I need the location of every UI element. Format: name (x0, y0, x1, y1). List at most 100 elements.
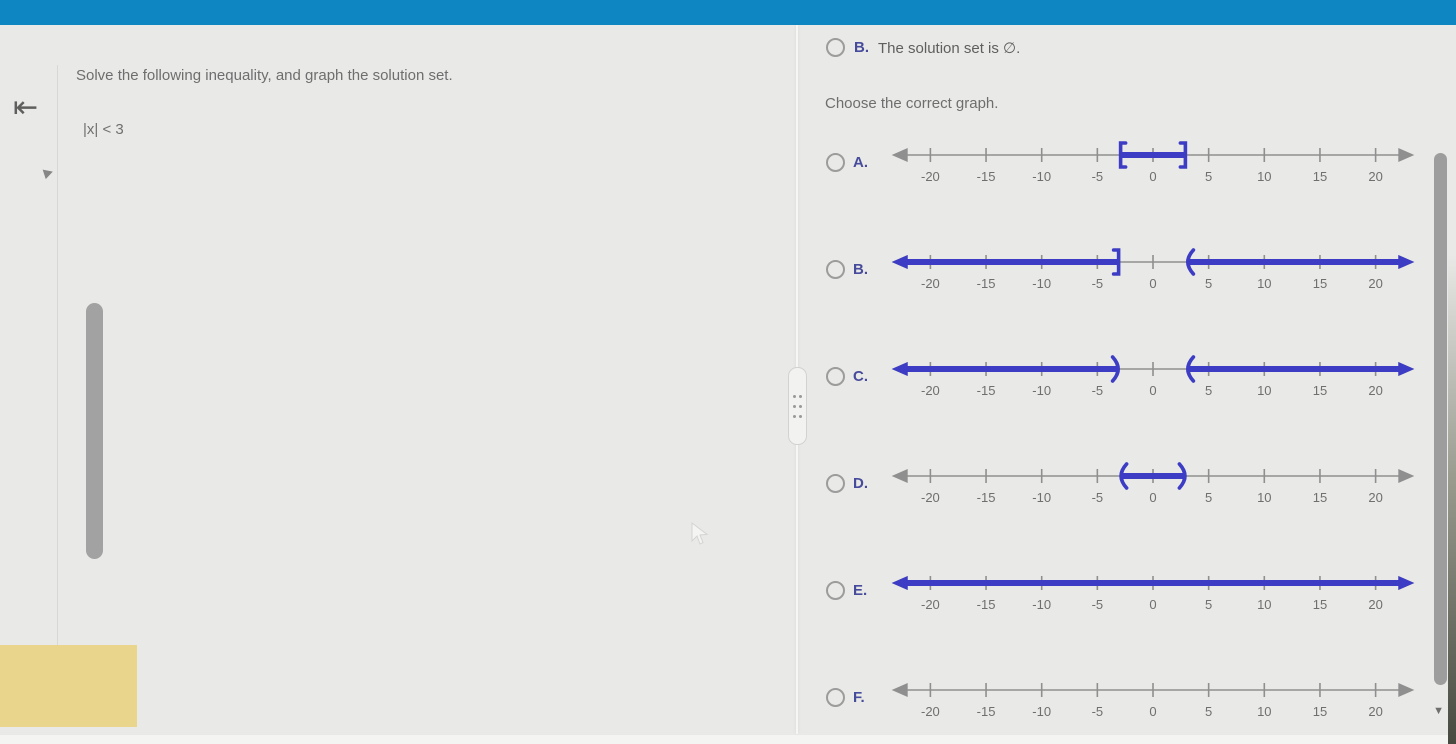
svg-text:-20: -20 (921, 597, 940, 612)
svg-text:-15: -15 (977, 597, 996, 612)
option-letter: B. (853, 260, 868, 278)
radio-button[interactable] (826, 473, 845, 493)
svg-text:-5: -5 (1092, 704, 1104, 719)
choose-graph-prompt: Choose the correct graph. (825, 95, 999, 112)
svg-text:0: 0 (1149, 383, 1156, 398)
radio-button[interactable] (826, 259, 845, 279)
number-line-graph: -20 -15 -10 -5 0 5 10 15 20 (891, 462, 1415, 505)
svg-text:10: 10 (1257, 383, 1271, 398)
svg-text:-15: -15 (977, 704, 996, 719)
option-letter: D. (853, 474, 868, 492)
svg-text:20: 20 (1368, 276, 1382, 291)
svg-text:15: 15 (1313, 383, 1327, 398)
graph-option-row[interactable]: B. -20 -15 -10 -5 0 5 10 15 20 (826, 232, 1423, 306)
collapse-panel-icon[interactable]: ⇤ (13, 91, 39, 124)
svg-text:-20: -20 (921, 704, 940, 719)
svg-text:-20: -20 (921, 490, 940, 505)
graph-option-row[interactable]: D. -20 -15 -10 -5 0 5 10 15 20 (826, 446, 1423, 520)
svg-text:5: 5 (1205, 704, 1212, 719)
svg-text:0: 0 (1149, 597, 1156, 612)
right-panel-scrollbar[interactable] (1434, 153, 1447, 685)
svg-text:15: 15 (1313, 490, 1327, 505)
svg-text:0: 0 (1149, 704, 1156, 719)
svg-text:-10: -10 (1032, 169, 1051, 184)
graph-option-row[interactable]: A. -20 -15 -10 -5 0 5 10 15 20 (826, 125, 1423, 199)
inequality-expression: |x| < 3 (83, 121, 124, 138)
svg-text:10: 10 (1257, 704, 1271, 719)
svg-text:0: 0 (1149, 169, 1156, 184)
svg-text:20: 20 (1368, 704, 1382, 719)
svg-text:-20: -20 (921, 383, 940, 398)
svg-text:0: 0 (1149, 276, 1156, 291)
gutter-divider (57, 65, 58, 704)
graph-options-list: A. -20 -15 -10 -5 0 5 10 15 20 B. -20 -15 -10 -5 0 5 1… (826, 125, 1423, 734)
left-panel-scrollbar[interactable] (86, 303, 103, 559)
svg-text:15: 15 (1313, 169, 1327, 184)
svg-text:-5: -5 (1092, 597, 1104, 612)
number-line-graph: -20 -15 -10 -5 0 5 10 15 20 (891, 141, 1415, 184)
svg-text:10: 10 (1257, 276, 1271, 291)
svg-text:-10: -10 (1032, 383, 1051, 398)
svg-text:0: 0 (1149, 490, 1156, 505)
answer-option-b-row[interactable]: B. The solution set is ∅. (826, 38, 1020, 57)
option-letter: E. (853, 581, 868, 599)
radio-button[interactable] (826, 687, 845, 707)
radio-button[interactable] (826, 152, 845, 172)
svg-text:5: 5 (1205, 490, 1212, 505)
svg-text:10: 10 (1257, 597, 1271, 612)
option-letter: C. (853, 367, 868, 385)
svg-text:-10: -10 (1032, 276, 1051, 291)
svg-text:5: 5 (1205, 276, 1212, 291)
svg-text:-10: -10 (1032, 704, 1051, 719)
margin-marker-icon (42, 166, 55, 180)
radio-button[interactable] (826, 580, 845, 600)
answer-option-text: The solution set is ∅. (878, 39, 1021, 57)
number-line-graph: -20 -15 -10 -5 0 5 10 15 20 (891, 355, 1415, 398)
option-letter: F. (853, 688, 865, 706)
svg-text:15: 15 (1313, 597, 1327, 612)
graph-option-row[interactable]: F. -20 -15 -10 -5 0 5 10 15 20 (826, 660, 1423, 734)
radio-button[interactable] (826, 38, 845, 57)
svg-text:-5: -5 (1092, 383, 1104, 398)
number-line-graph: -20 -15 -10 -5 0 5 10 15 20 (891, 576, 1415, 612)
svg-text:10: 10 (1257, 169, 1271, 184)
question-text: Solve the following inequality, and grap… (76, 67, 453, 84)
svg-text:20: 20 (1368, 490, 1382, 505)
scroll-down-arrow-icon[interactable]: ▼ (1433, 705, 1444, 717)
panel-resize-handle[interactable] (788, 367, 807, 445)
graph-option-row[interactable]: E. -20 -15 -10 -5 0 5 10 15 20 (826, 553, 1423, 627)
svg-text:5: 5 (1205, 597, 1212, 612)
svg-text:15: 15 (1313, 276, 1327, 291)
mouse-cursor (691, 521, 709, 545)
number-line-graph: -20 -15 -10 -5 0 5 10 15 20 (891, 683, 1415, 719)
svg-text:20: 20 (1368, 383, 1382, 398)
svg-text:10: 10 (1257, 490, 1271, 505)
svg-text:20: 20 (1368, 597, 1382, 612)
svg-text:-15: -15 (977, 276, 996, 291)
option-letter: B. (854, 39, 869, 56)
svg-text:-5: -5 (1092, 169, 1104, 184)
number-line-graph: -20 -15 -10 -5 0 5 10 15 20 (891, 248, 1415, 291)
svg-text:15: 15 (1313, 704, 1327, 719)
svg-text:-10: -10 (1032, 597, 1051, 612)
svg-text:-20: -20 (921, 276, 940, 291)
sticky-note (0, 645, 137, 727)
option-letter: A. (853, 153, 868, 171)
screen-bezel-edge (1448, 255, 1456, 744)
top-bar (0, 0, 1456, 25)
page-background: ⇤ Solve the following inequality, and gr… (0, 25, 1456, 744)
svg-text:-15: -15 (977, 490, 996, 505)
svg-text:-5: -5 (1092, 490, 1104, 505)
svg-text:20: 20 (1368, 169, 1382, 184)
radio-button[interactable] (826, 366, 845, 386)
graph-option-row[interactable]: C. -20 -15 -10 -5 0 5 10 15 20 (826, 339, 1423, 413)
svg-text:5: 5 (1205, 169, 1212, 184)
svg-text:-10: -10 (1032, 490, 1051, 505)
svg-text:-15: -15 (977, 169, 996, 184)
svg-text:-20: -20 (921, 169, 940, 184)
svg-text:-5: -5 (1092, 276, 1104, 291)
svg-text:-15: -15 (977, 383, 996, 398)
svg-text:5: 5 (1205, 383, 1212, 398)
bottom-edge (0, 735, 1456, 744)
